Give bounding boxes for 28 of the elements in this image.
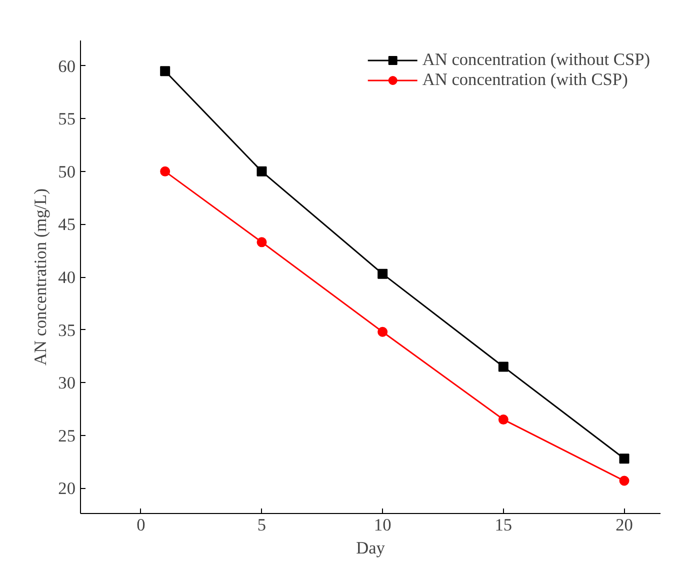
point (378, 268, 388, 279)
y-tick-label: 55 (58, 110, 76, 129)
y-tick-label: 40 (58, 268, 76, 287)
x-tick-label: 15 (494, 516, 512, 534)
point (256, 237, 267, 248)
x-tick-label: 0 (136, 516, 146, 534)
point (498, 414, 508, 425)
point (619, 476, 630, 486)
x-tick-label: 10 (374, 516, 392, 534)
point (619, 454, 630, 464)
point (498, 362, 508, 372)
y-tick-label: 50 (58, 162, 76, 182)
y-tick-label: 20 (58, 479, 76, 498)
point (160, 66, 170, 76)
x-tick-label: 5 (257, 516, 266, 534)
y-tick-label: 25 (58, 426, 76, 446)
y-tick-label: 35 (58, 320, 76, 340)
y-tick-label: 45 (58, 215, 76, 234)
x-axis-title: Day (356, 538, 386, 558)
point (378, 326, 388, 337)
point (160, 166, 170, 176)
legend-label: AN concentration (with CSP) (422, 70, 628, 90)
y-tick-label: 30 (58, 374, 76, 393)
x-tick-label: 20 (616, 516, 633, 534)
y-tick-label: 60 (58, 56, 76, 76)
point (256, 166, 267, 176)
y-axis-title: AN concentration (mg/L) (31, 188, 50, 366)
legend-label: AN concentration (without CSP) (422, 50, 650, 70)
